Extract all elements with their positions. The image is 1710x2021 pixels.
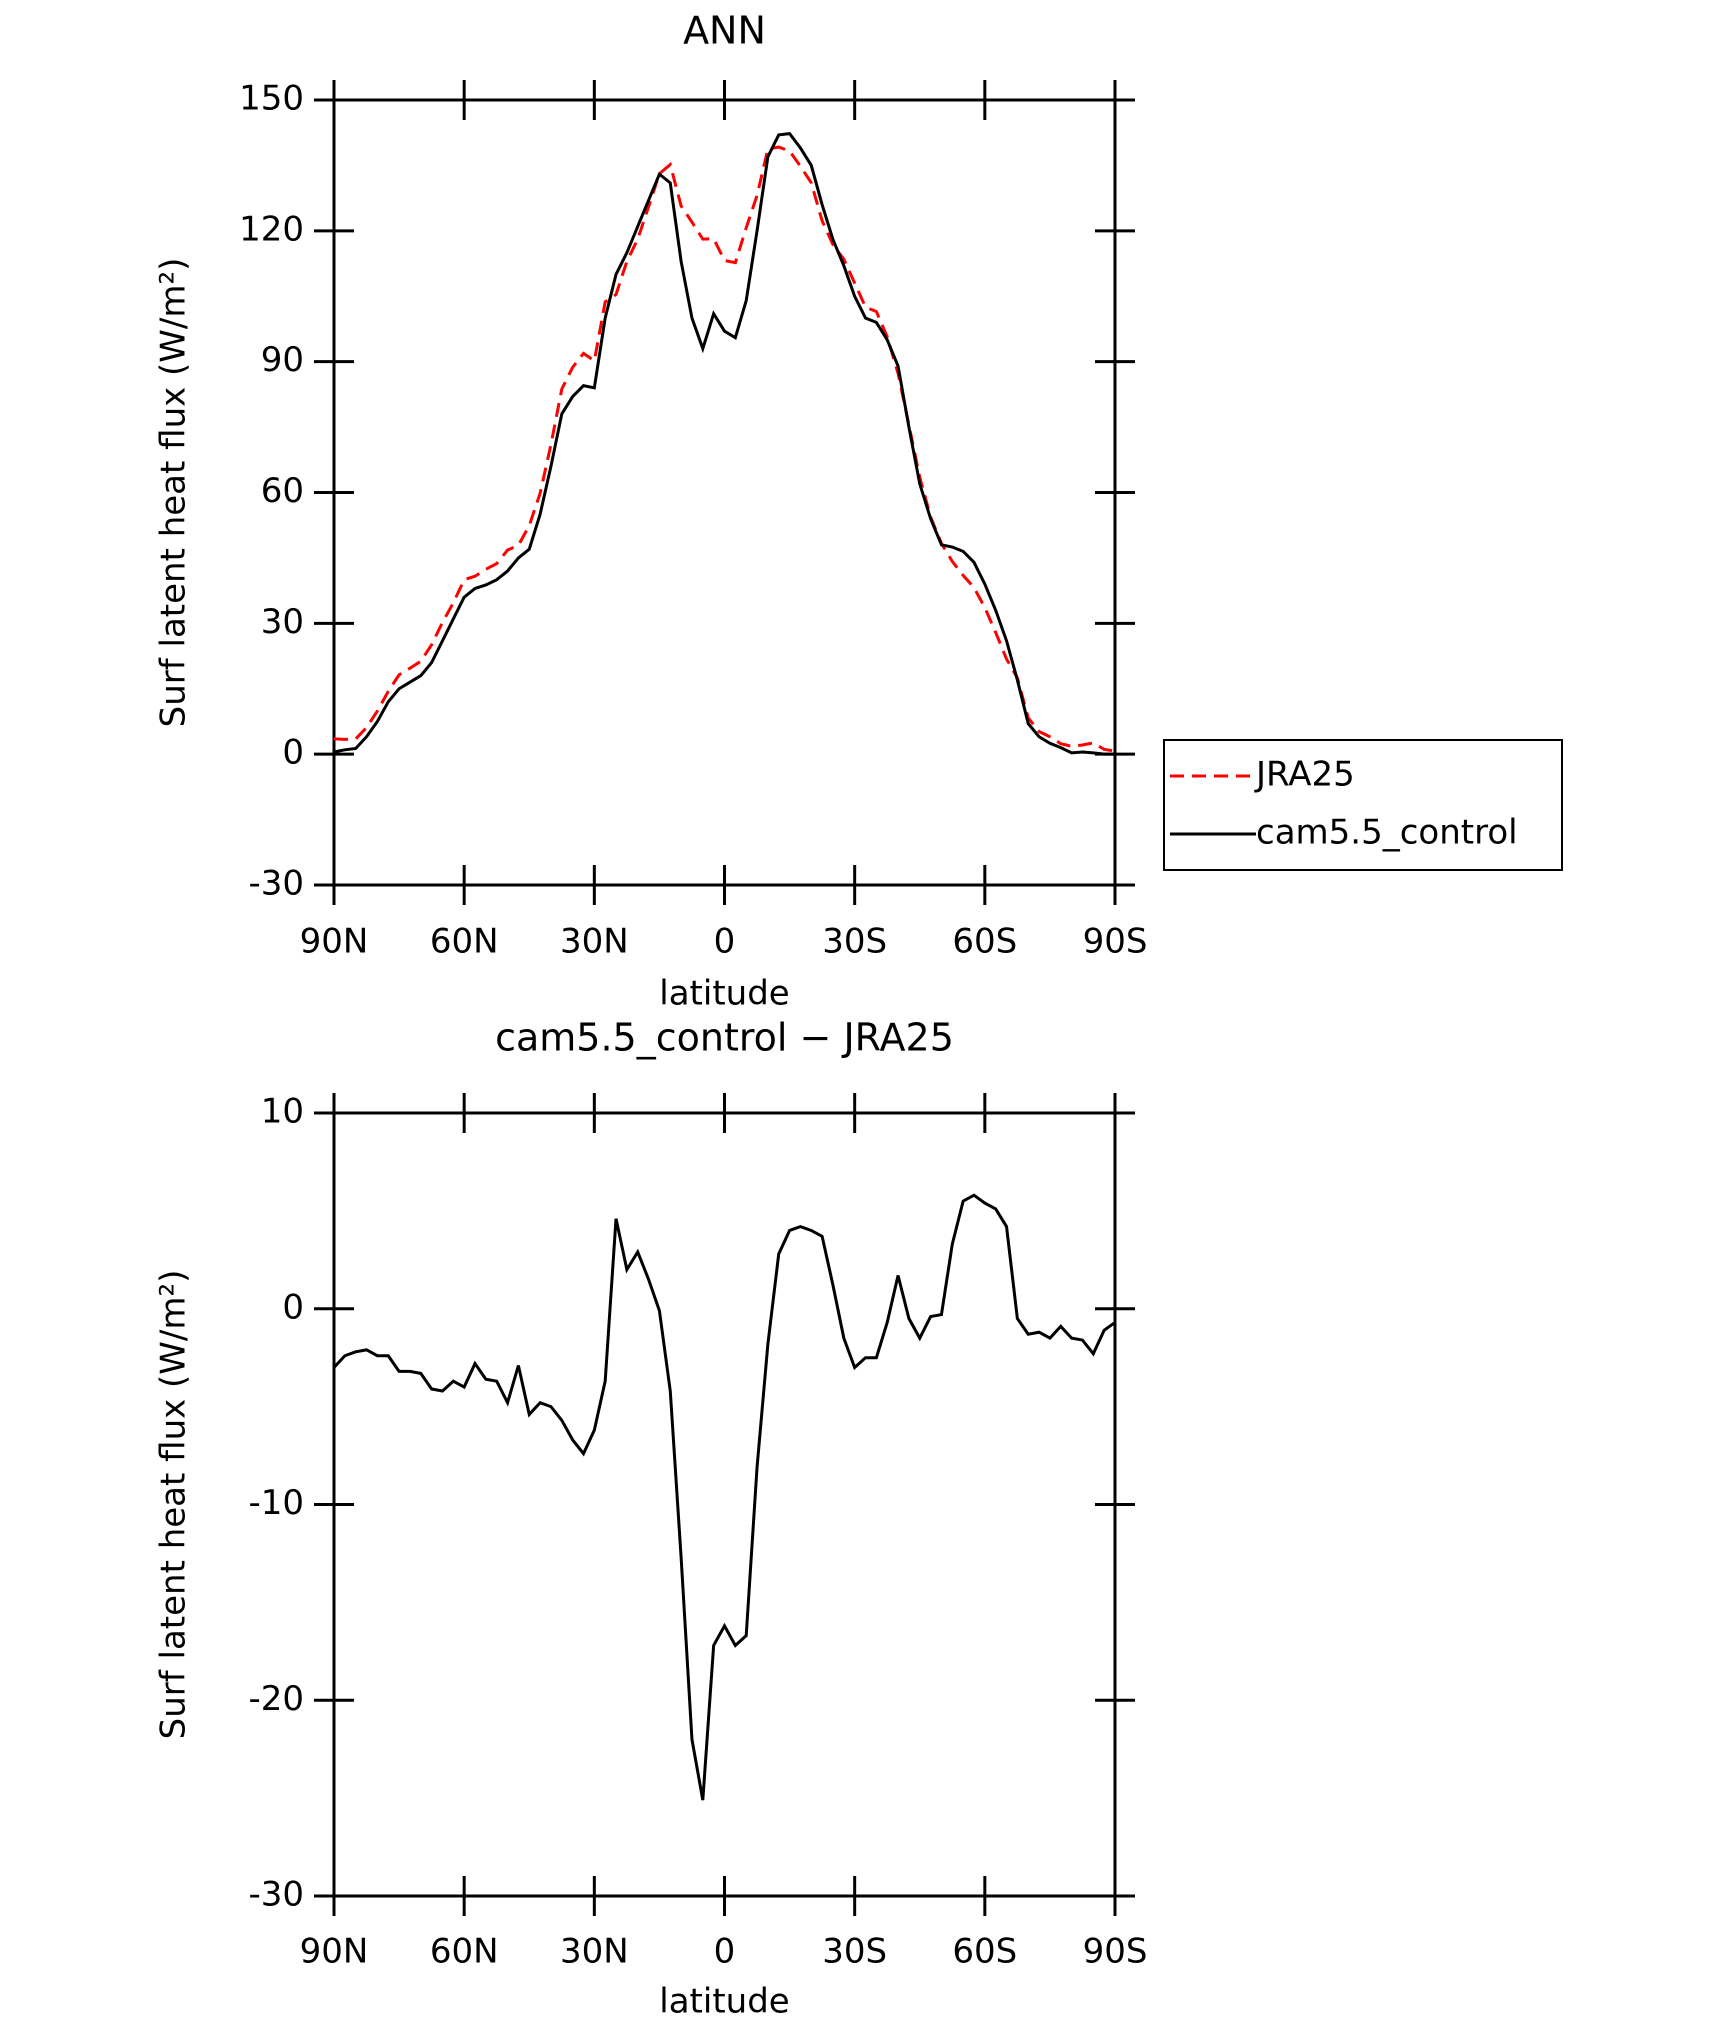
x-tick-label: 60N <box>430 1932 499 1972</box>
y-tick-label: 30 <box>261 602 304 642</box>
series-line <box>332 1193 1116 1801</box>
x-tick-label: 60S <box>952 922 1017 962</box>
y-tick-label: 0 <box>282 733 304 773</box>
x-tick-label: 30S <box>822 1932 887 1972</box>
chart-title: cam5.5_control − JRA25 <box>495 1016 954 1060</box>
y-tick-label: 0 <box>282 1287 304 1327</box>
x-tick-label: 90S <box>1083 922 1148 962</box>
y-tick-label: 60 <box>261 471 304 511</box>
y-tick-label: 10 <box>261 1092 304 1132</box>
y-tick-label: 120 <box>239 209 304 249</box>
x-axis-label: latitude <box>659 974 789 1014</box>
x-tick-label: 0 <box>714 1932 736 1972</box>
x-tick-label: 90N <box>300 1932 369 1972</box>
y-tick-label: -30 <box>248 864 304 904</box>
y-tick-label: -30 <box>248 1875 304 1915</box>
y-tick-label: 150 <box>239 79 304 119</box>
x-tick-label: 30N <box>560 1932 629 1972</box>
x-tick-label: 60S <box>952 1932 1017 1972</box>
y-axis-label: Surf latent heat flux (W/m²) <box>154 258 194 728</box>
legend-label: JRA25 <box>1254 755 1355 795</box>
x-axis-label: latitude <box>659 1982 789 2021</box>
series-line <box>333 145 1116 753</box>
x-tick-label: 90N <box>300 922 369 962</box>
y-tick-label: -10 <box>248 1483 304 1523</box>
x-tick-label: 30S <box>822 922 887 962</box>
legend-box <box>1163 739 1563 871</box>
y-tick-label: -20 <box>248 1679 304 1719</box>
x-tick-label: 60N <box>430 922 499 962</box>
plot-frame <box>332 98 1117 887</box>
plot-frame <box>332 1111 1117 1898</box>
series-line <box>333 131 1115 756</box>
y-axis-label: Surf latent heat flux (W/m²) <box>154 1270 194 1740</box>
chart-title: ANN <box>683 9 766 53</box>
legend-label: cam5.5_control <box>1256 813 1518 853</box>
x-tick-label: 90S <box>1083 1932 1148 1972</box>
x-tick-label: 30N <box>560 922 629 962</box>
y-tick-label: 90 <box>261 340 304 380</box>
x-tick-label: 0 <box>714 922 736 962</box>
